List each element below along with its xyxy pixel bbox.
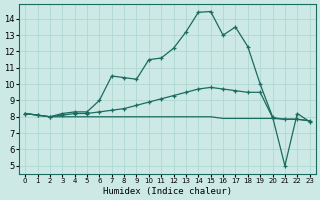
X-axis label: Humidex (Indice chaleur): Humidex (Indice chaleur) <box>103 187 232 196</box>
